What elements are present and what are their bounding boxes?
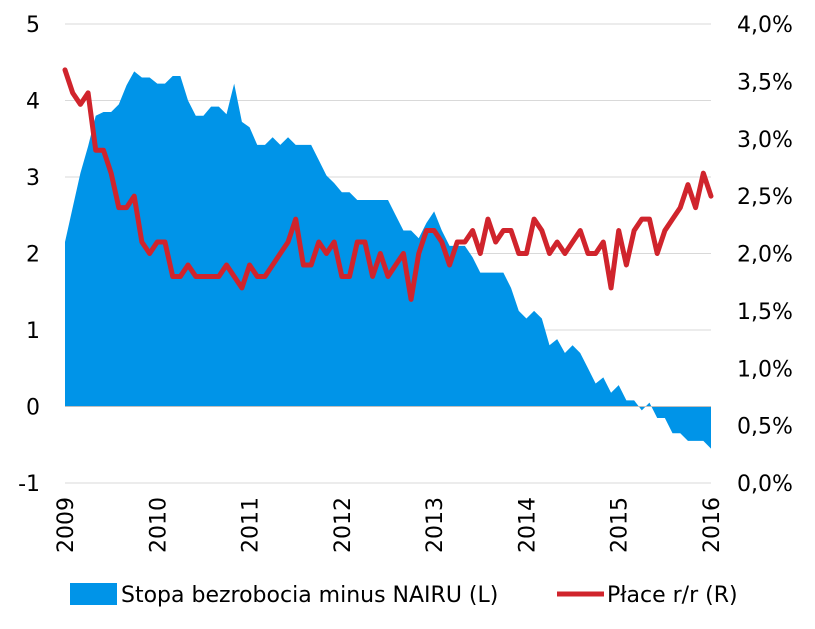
- left-tick-label: 3: [26, 166, 40, 191]
- legend: Stopa bezrobocia minus NAIRU (L) Płace r…: [70, 583, 738, 608]
- right-tick-label: 2,5%: [737, 185, 793, 210]
- left-tick-label: 1: [26, 319, 40, 344]
- left-tick-label: 5: [26, 13, 40, 38]
- x-tick-label: 2009: [54, 497, 79, 553]
- x-tick-label: 2014: [515, 497, 540, 553]
- x-tick-label: 2010: [146, 497, 171, 553]
- right-tick-label: 4,0%: [737, 13, 793, 38]
- legend-label-unemployment: Stopa bezrobocia minus NAIRU (L): [121, 583, 498, 608]
- x-tick-label: 2015: [608, 497, 633, 553]
- right-tick-label: 3,5%: [737, 70, 793, 95]
- legend-swatch-unemployment: [70, 583, 117, 605]
- x-tick-label: 2012: [331, 497, 356, 553]
- x-tick-label: 2016: [700, 497, 725, 553]
- left-tick-label: -1: [18, 472, 40, 497]
- right-tick-label: 3,0%: [737, 128, 793, 153]
- left-axis-ticks: -1 0 1 2 3 4 5: [18, 13, 40, 497]
- left-tick-label: 2: [26, 243, 40, 268]
- area-fill: [65, 71, 711, 449]
- unemployment-area-series: [65, 71, 711, 449]
- x-tick-label: 2013: [423, 497, 448, 553]
- x-axis-ticks: 2009 2010 2011 2012 2013 2014 2015 2016: [54, 497, 725, 553]
- right-tick-label: 1,5%: [737, 300, 793, 325]
- legend-label-wages: Płace r/r (R): [607, 583, 738, 608]
- right-tick-label: 0,0%: [737, 472, 793, 497]
- wages-line: [62, 67, 714, 302]
- x-tick-label: 2011: [239, 497, 264, 553]
- wages-line-series: [62, 67, 714, 302]
- right-tick-label: 1,0%: [737, 357, 793, 382]
- left-tick-label: 0: [26, 396, 40, 421]
- right-tick-label: 0,5%: [737, 415, 793, 440]
- left-tick-label: 4: [26, 90, 40, 115]
- right-axis-ticks: 0,0% 0,5% 1,0% 1,5% 2,0% 2,5% 3,0% 3,5% 4,0%: [737, 13, 793, 497]
- right-tick-label: 2,0%: [737, 243, 793, 268]
